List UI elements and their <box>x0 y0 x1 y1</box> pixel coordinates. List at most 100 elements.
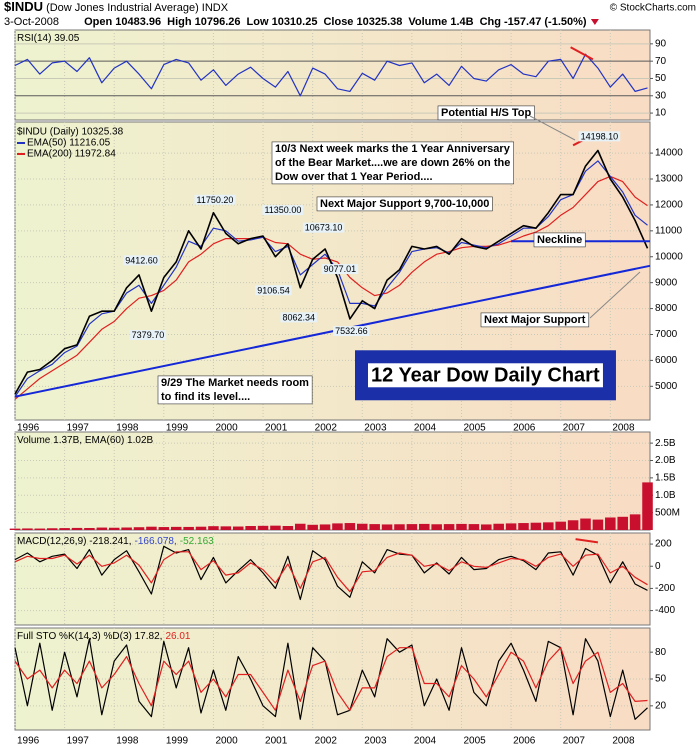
price-label: 9412.60 <box>125 255 158 265</box>
x-tick-label: 1996 <box>17 423 40 434</box>
quote-item: Chg -157.47 (-1.50%) <box>480 16 587 28</box>
volume-bar <box>270 525 281 530</box>
volume-bar <box>456 523 467 530</box>
volume-bar <box>170 526 182 530</box>
annotation: 9/29 The Market needs room to find its le… <box>157 375 313 405</box>
y-tick-label: 12000 <box>655 200 683 211</box>
annotation-text: to find its level.... <box>161 391 250 403</box>
quote-item: Close 10325.38 <box>323 16 402 28</box>
price-label-box <box>280 312 318 323</box>
annotation-text: 10/3 Next week marks the 1 Year Annivers… <box>275 143 511 155</box>
x-tick-label: 2004 <box>414 736 437 747</box>
y-tick-label: 50 <box>655 674 667 685</box>
price-label-box <box>333 326 370 337</box>
price-label: 14198.10 <box>581 131 619 141</box>
series-line <box>14 638 648 720</box>
y-tick-label: 10000 <box>655 251 683 262</box>
title-part: 26.01 <box>165 631 190 642</box>
price-label-box <box>129 330 167 341</box>
source: © StockCharts.com <box>610 3 696 14</box>
down-arrow <box>590 19 599 25</box>
title-part: MACD(12,26,9) -218.241, <box>17 536 132 547</box>
volume-bar <box>108 527 120 530</box>
volume-bar <box>332 523 343 530</box>
price-label-box <box>321 264 359 275</box>
volume-bar <box>208 526 219 530</box>
quote-item: Volume 1.4B <box>408 16 473 28</box>
volume-bar <box>530 522 542 530</box>
y-tick-label: 2.5B <box>655 438 676 449</box>
annotation-box <box>157 375 313 405</box>
legend-label: EMA(50) 11216.05 <box>27 138 111 149</box>
annotation-text: Dow over that 1 Year Period.... <box>275 171 433 183</box>
panel-title: MACD(12,26,9) -218.241, -166.078, -52.163 <box>17 536 214 547</box>
volume-bar <box>518 523 529 530</box>
x-tick-label: 2007 <box>563 736 586 747</box>
x-tick-label: 1997 <box>67 423 90 434</box>
volume-bar <box>34 528 46 530</box>
price-label: 11350.00 <box>264 205 301 215</box>
annotation-text: Neckline <box>537 234 582 246</box>
y-tick-label: 13000 <box>655 174 683 185</box>
volume-bar <box>245 526 256 530</box>
series-line <box>14 175 648 400</box>
volume-bar <box>369 524 380 530</box>
volume-bar <box>121 527 132 530</box>
header-line: $INDU (Dow Jones Industrial Average) IND… <box>4 0 229 14</box>
volume-bar <box>481 524 492 530</box>
y-tick-label: -200 <box>655 583 675 594</box>
symbol: $INDU <box>4 0 43 14</box>
x-tick-label: 2004 <box>414 423 437 434</box>
volume-bar <box>71 527 83 530</box>
y-tick-label: 11000 <box>655 225 683 236</box>
x-tick-label: 2002 <box>315 423 338 434</box>
y-tick-label: 8000 <box>655 303 678 314</box>
volume-bar <box>431 524 442 530</box>
volume-bar <box>282 526 294 530</box>
annotation-text: Potential H/S Top <box>441 107 532 119</box>
legend-label: EMA(200) 11972.84 <box>27 149 116 160</box>
series-line <box>14 149 649 395</box>
annotation: Potential H/S Top <box>437 105 535 121</box>
volume-bar <box>84 527 95 530</box>
x-tick-label: 2000 <box>215 736 238 747</box>
annotation: 10/3 Next week marks the 1 Year Annivers… <box>271 141 514 185</box>
series-line <box>14 551 648 593</box>
annotation-box <box>437 105 535 121</box>
pointer <box>529 115 576 141</box>
price-label: 11750.20 <box>196 195 233 205</box>
volume-bar <box>419 523 430 530</box>
y-tick-label: 80 <box>655 647 667 658</box>
panel-background <box>14 431 651 531</box>
x-tick-label: 1998 <box>116 423 139 434</box>
volume-bar <box>183 526 194 530</box>
volume-bar <box>319 524 331 530</box>
volume-bar <box>468 524 480 530</box>
annotation-text: Next Major Support 9,700-10,000 <box>320 198 489 210</box>
y-tick-label: 90 <box>655 38 667 49</box>
x-tick-label: 1999 <box>166 736 189 747</box>
y-tick-label: 500M <box>655 507 680 518</box>
y-tick-label: 30 <box>655 90 667 101</box>
panel-title: RSI(14) 39.05 <box>17 33 80 44</box>
price-label-box <box>262 205 304 216</box>
volume-bar <box>617 516 628 530</box>
volume-bar <box>344 523 356 530</box>
y-tick-label: 1.0B <box>655 490 676 501</box>
y-tick-label: 10 <box>655 108 667 119</box>
volume-bar <box>592 519 604 530</box>
volume-bar <box>505 523 517 530</box>
price-label: 8062.34 <box>282 312 315 322</box>
x-tick-label: 2008 <box>612 423 635 434</box>
quote-line: 3-Oct-2008 Open 10483.96 High 10796.26 Low… <box>4 16 587 28</box>
volume-bar <box>220 526 232 530</box>
y-tick-label: -400 <box>655 605 675 616</box>
volume-bar <box>543 522 554 530</box>
price-label-box <box>302 222 345 233</box>
y-tick-label: 6000 <box>655 355 678 366</box>
annotation-text: 12 Year Dow Daily Chart <box>371 364 600 386</box>
y-tick-label: 1.5B <box>655 473 676 484</box>
x-tick-label: 2005 <box>463 736 486 747</box>
panel-title: Volume 1.37B, EMA(60) 1.02B <box>17 435 154 446</box>
pointer <box>589 271 641 319</box>
